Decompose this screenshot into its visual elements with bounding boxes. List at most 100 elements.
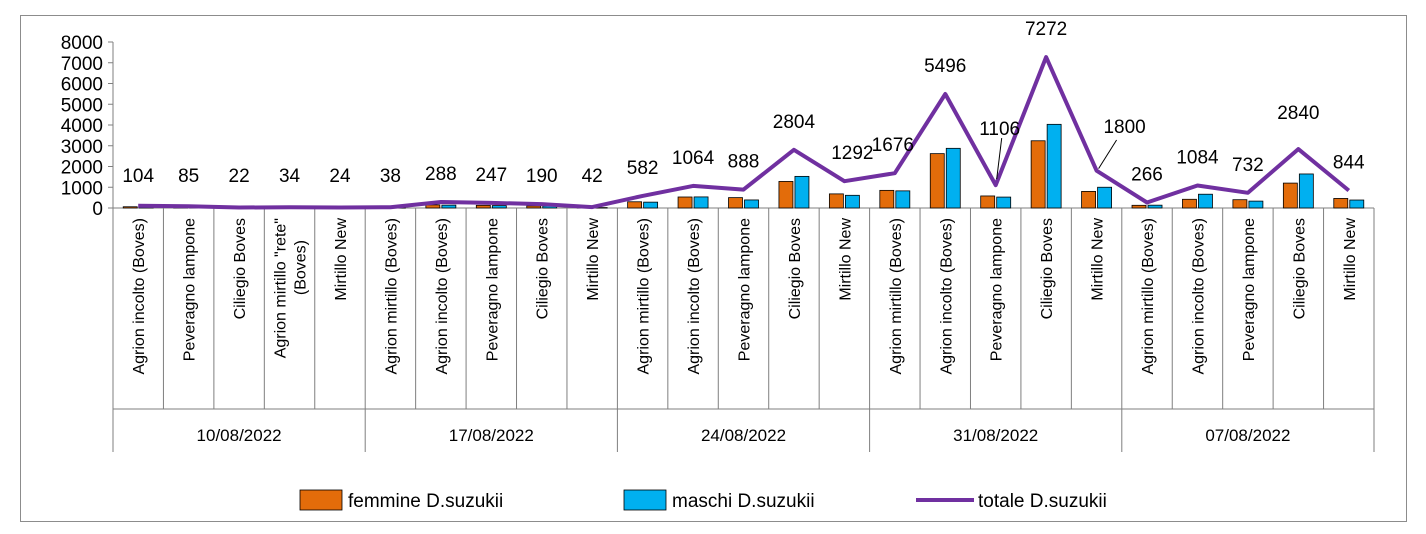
- bar-femmine: [778, 181, 794, 209]
- data-label: 38: [380, 166, 401, 187]
- legend-swatch-maschi: [623, 489, 667, 511]
- category-label: Peveragno lampone: [1241, 218, 1258, 361]
- bar-femmine: [1282, 182, 1298, 209]
- category-label: Agrion incolto (Boves): [434, 218, 451, 375]
- category-label: Agrion mirtillo "rete" (Boves): [273, 218, 310, 358]
- bar-maschi: [1248, 200, 1264, 209]
- data-label: 34: [279, 166, 301, 187]
- bar-femmine: [627, 201, 643, 209]
- y-tick-label: 3000: [61, 137, 103, 158]
- group-label: 10/08/2022: [197, 426, 282, 445]
- y-tick-label: 7000: [61, 54, 103, 75]
- category-label: Ciliegio Boves: [1039, 218, 1056, 319]
- bar-femmine: [425, 204, 441, 209]
- data-label: 42: [582, 166, 603, 187]
- group-label: 31/08/2022: [953, 426, 1038, 445]
- data-label: 732: [1232, 155, 1264, 176]
- bar-maschi: [895, 190, 911, 209]
- category-label: Peveragno lampone: [737, 218, 754, 361]
- y-tick-label: 1000: [61, 178, 103, 199]
- data-label: 1084: [1176, 148, 1219, 169]
- y-tick-label: 2000: [61, 158, 103, 179]
- legend-label-totale: totale D.suzukii: [978, 491, 1107, 512]
- bar-femmine: [1182, 198, 1197, 209]
- data-label: 266: [1131, 164, 1163, 185]
- bar-maschi: [1349, 199, 1365, 209]
- bar-maschi: [744, 199, 759, 209]
- group-label: 24/08/2022: [701, 426, 786, 445]
- category-label: Agrion mirtillo (Boves): [1140, 218, 1157, 374]
- data-label: 24: [329, 166, 351, 187]
- bar-maschi: [794, 175, 810, 209]
- category-label: Agrion mirtillo (Boves): [383, 218, 400, 374]
- category-label: Mirtillo New: [585, 218, 602, 301]
- legend-label-maschi: maschi D.suzukii: [672, 491, 815, 512]
- data-label: 104: [122, 166, 154, 187]
- bar-femmine: [1030, 140, 1046, 209]
- bar-femmine: [1131, 204, 1147, 209]
- bar-maschi: [1147, 204, 1163, 209]
- bar-maschi: [441, 204, 457, 209]
- line-totale: [138, 55, 1351, 210]
- data-label: 7272: [1025, 19, 1067, 40]
- legend-swatch-femmine: [299, 489, 343, 511]
- category-label: Ciliegio Boves: [1291, 218, 1308, 319]
- data-label: 2840: [1277, 103, 1319, 124]
- data-label: 1064: [672, 148, 715, 169]
- bar-femmine: [929, 153, 945, 209]
- category-label-line: (Boves): [293, 240, 310, 295]
- category-label: Ciliegio Boves: [232, 218, 249, 319]
- legend-label-femmine: femmine D.suzukii: [348, 491, 503, 512]
- y-tick-label: 8000: [61, 33, 103, 54]
- data-label: 1292: [831, 143, 873, 164]
- category-label-line: Agrion mirtillo "rete": [273, 218, 290, 358]
- data-label: 5496: [924, 56, 966, 77]
- bar-femmine: [1333, 198, 1349, 209]
- category-label: Mirtillo New: [1090, 218, 1107, 301]
- category-label: Mirtillo New: [837, 218, 854, 301]
- data-label: 85: [178, 166, 199, 187]
- category-label: Ciliegio Boves: [535, 218, 552, 319]
- category-label: Mirtillo New: [333, 218, 350, 301]
- bar-femmine: [677, 196, 693, 209]
- y-tick-label: 6000: [61, 75, 103, 96]
- bar-femmine: [526, 205, 542, 209]
- data-label: 2804: [773, 112, 816, 133]
- category-label: Agrion mirtillo (Boves): [636, 218, 653, 374]
- bar-maschi: [1298, 173, 1314, 209]
- category-label: Agrion incolto (Boves): [686, 218, 703, 375]
- data-label: 1676: [872, 135, 914, 156]
- category-label: Agrion incolto (Boves): [131, 218, 148, 375]
- y-tick-label: 4000: [61, 116, 103, 137]
- y-tick-label: 0: [92, 199, 103, 220]
- data-label: 288: [425, 164, 457, 185]
- chart-frame: [20, 15, 1407, 522]
- bar-maschi: [643, 201, 659, 209]
- bar-femmine: [828, 193, 844, 209]
- group-label: 17/08/2022: [449, 426, 534, 445]
- bar-femmine: [475, 204, 491, 209]
- bar-maschi: [1046, 123, 1062, 209]
- bar-maschi: [844, 194, 860, 209]
- data-label: 888: [728, 152, 760, 173]
- category-label: Agrion mirtillo (Boves): [888, 218, 905, 374]
- category-label: Agrion incolto (Boves): [938, 218, 955, 375]
- bar-femmine: [980, 195, 996, 209]
- bar-maschi: [491, 205, 507, 209]
- category-label: Peveragno lampone: [182, 218, 199, 361]
- data-label: 1106: [979, 119, 1020, 140]
- bar-maschi: [693, 196, 709, 209]
- data-label: 190: [526, 166, 558, 187]
- data-label: 582: [627, 158, 659, 179]
- bar-maschi: [1097, 186, 1112, 209]
- data-label: 1800: [1103, 117, 1145, 138]
- label-leader-line: [996, 137, 1003, 180]
- bar-femmine: [122, 206, 138, 209]
- bar-maschi: [1198, 193, 1213, 209]
- bar-femmine: [879, 189, 895, 209]
- y-tick-label: 5000: [61, 95, 103, 116]
- group-label: 07/08/2022: [1205, 426, 1290, 445]
- bar-femmine: [1081, 190, 1096, 209]
- bar-maschi: [996, 196, 1012, 209]
- category-label: Agrion incolto (Boves): [1190, 218, 1207, 375]
